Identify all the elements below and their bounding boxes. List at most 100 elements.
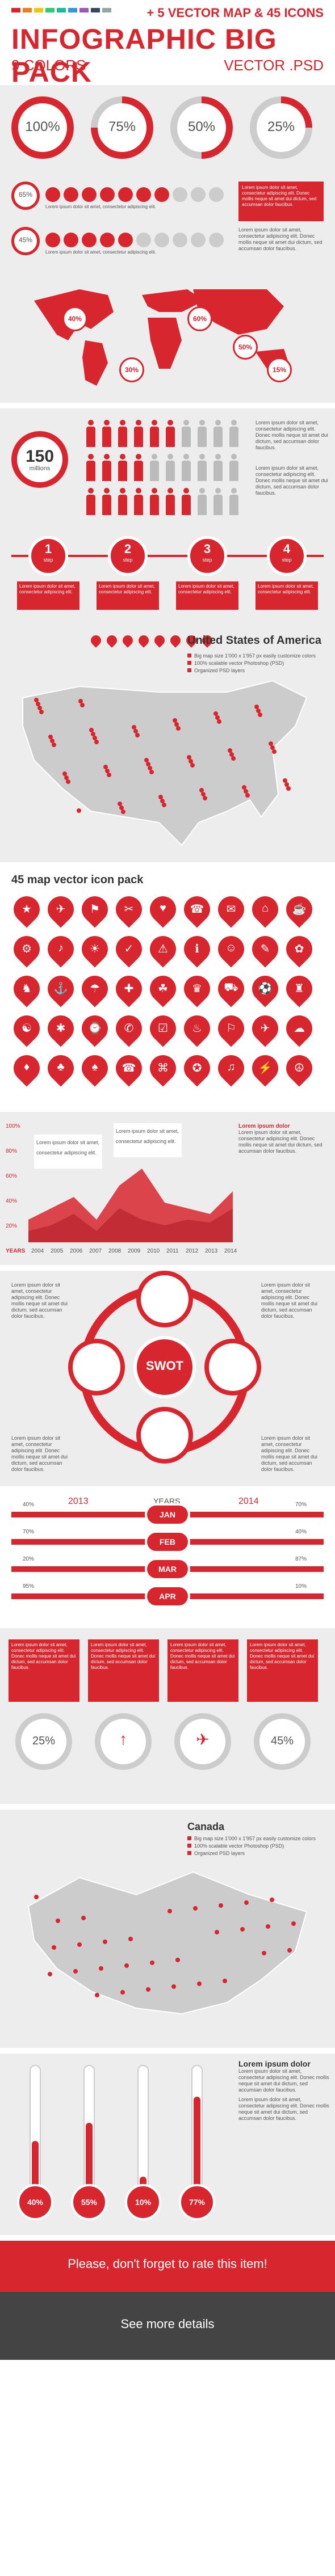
dot <box>154 187 169 202</box>
person-body <box>102 461 111 481</box>
pin-glyph-icon: ♥ <box>160 902 166 914</box>
more-link[interactable]: See more details <box>120 2317 215 2331</box>
person-body <box>134 427 143 447</box>
city-dot <box>80 703 85 707</box>
person-body <box>182 427 191 447</box>
person-icon <box>85 420 97 448</box>
person-body <box>182 461 191 481</box>
step-label: step <box>123 557 133 563</box>
city-dot <box>158 795 163 799</box>
dot <box>100 233 115 247</box>
person-icon <box>117 454 128 482</box>
percent-ring: 100% <box>11 96 74 159</box>
ring-label: 100% <box>25 119 60 134</box>
thermo-bulb: 40% <box>17 2184 53 2220</box>
city-dot <box>215 715 220 720</box>
usa-section: United States of America Big map size 1'… <box>0 624 335 862</box>
right-value: 40% <box>295 1529 307 1535</box>
city-dot <box>118 802 122 806</box>
dot <box>136 233 151 247</box>
footer-more[interactable]: See more details <box>0 2292 335 2360</box>
bullet-icon <box>187 1836 191 1840</box>
person-head <box>231 488 237 494</box>
dot-row-label: 65% <box>18 191 33 199</box>
person-icon <box>101 488 112 516</box>
pin-glyph-icon: ☺ <box>225 942 237 954</box>
colors-label: 9 COLORS <box>11 57 86 74</box>
city-dot <box>286 786 291 791</box>
step-circle <box>108 536 148 576</box>
right-value: 70% <box>295 1502 307 1508</box>
city-dot <box>149 770 154 774</box>
person-head <box>136 454 141 459</box>
step-box: Lorem ipsum dolor sit amet, consectetur … <box>176 581 238 610</box>
gauge-arrow-icon: ↑ <box>119 1730 127 1748</box>
ring-center <box>18 103 67 152</box>
person-body <box>118 427 127 447</box>
pin-glyph-icon: ⌚ <box>87 1022 102 1035</box>
dot-row-ring <box>11 182 40 210</box>
color-swatches <box>11 8 111 12</box>
dot <box>209 187 224 202</box>
thermo-text-2: Lorem ipsum dolor sit amet, consectetur … <box>238 2097 329 2121</box>
city-dot <box>266 1924 270 1929</box>
pin-glyph-icon: ☯ <box>22 1022 32 1035</box>
y-tick: 80% <box>6 1148 18 1154</box>
person-icon <box>133 488 144 516</box>
person-icon <box>133 454 144 482</box>
pin-glyph-icon: ♪ <box>58 942 64 954</box>
pin-glyph-icon: ♨ <box>192 1022 202 1035</box>
pin-glyph-icon: ☂ <box>90 983 100 995</box>
person-head <box>231 420 237 425</box>
gauge-ring <box>95 1713 152 1770</box>
person-head <box>120 488 125 494</box>
feature-text: Organized PSD layers <box>194 1850 245 1856</box>
person-icon <box>212 420 224 448</box>
feature-item: 100% scalable vector Photoshop (PSD) <box>187 1843 316 1850</box>
person-body <box>86 495 95 515</box>
person-body <box>150 427 159 447</box>
step-box: Lorem ipsum dolor sit amet, consectetur … <box>97 581 159 610</box>
bullet-icon <box>187 1851 191 1855</box>
city-dot <box>240 1927 245 1932</box>
person-icon <box>149 454 160 482</box>
color-swatch <box>34 8 43 12</box>
pin-glyph-icon: ✆ <box>124 1022 134 1035</box>
gauge-ring <box>174 1713 231 1770</box>
swot-text-tr: Lorem ipsum dolor sit amet, consectetur … <box>261 1282 318 1319</box>
pin-glyph-icon: ⚽ <box>258 983 273 995</box>
city-dot <box>50 739 55 743</box>
dot-row-caption: Lorem ipsum dolor sit amet, consectetur … <box>45 250 156 255</box>
city-dot <box>62 771 67 776</box>
ring-label: 25% <box>267 119 295 134</box>
pin-glyph-icon: ☀ <box>90 943 100 955</box>
person-head <box>199 420 205 425</box>
pin-glyph-icon: ⚓ <box>53 983 68 995</box>
feature-item: 100% scalable vector Photoshop (PSD) <box>187 660 316 667</box>
person-icon <box>181 420 192 448</box>
pin-glyph-icon: ✈ <box>260 1022 270 1035</box>
thermo-fill <box>194 2097 200 2189</box>
dot-row-ring <box>11 227 40 255</box>
dot <box>45 233 60 247</box>
bullet-icon <box>187 668 191 672</box>
x-year: 2010 <box>147 1248 160 1254</box>
person-head <box>88 454 94 459</box>
dot <box>209 233 224 247</box>
thermo-heading: Lorem ipsum dolor <box>238 2059 311 2068</box>
pin-glyph-icon: ☑ <box>158 1022 168 1035</box>
right-value: 87% <box>295 1556 307 1562</box>
city-dot <box>283 778 287 783</box>
step-number: 3 <box>203 542 211 556</box>
person-head <box>215 420 221 425</box>
step-label: step <box>202 557 212 563</box>
city-dot <box>291 1921 296 1926</box>
y-tick: 40% <box>6 1198 18 1204</box>
dot <box>64 187 78 202</box>
feature-item: Big map size 1'000 x 1'957 px easily cus… <box>187 1835 316 1843</box>
rate-text: Please, don't forget to rate this item! <box>68 2257 267 2271</box>
pin-glyph-icon: ☕ <box>292 903 307 916</box>
city-dot <box>160 799 165 803</box>
person-head <box>104 454 110 459</box>
callout-text: Lorem ipsum dolor sit amet, consectetur … <box>238 227 323 251</box>
